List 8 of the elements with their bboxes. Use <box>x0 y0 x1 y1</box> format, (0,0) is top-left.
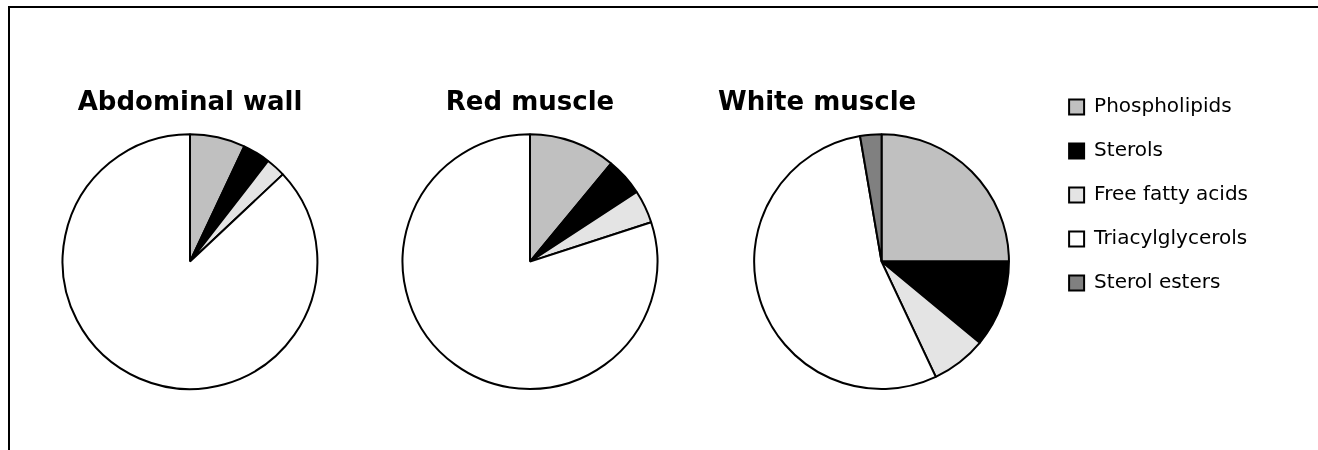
legend-label: Phospholipids <box>1094 93 1232 118</box>
legend-label: Sterol esters <box>1094 269 1221 294</box>
chart-title: Abdominal wall <box>77 86 303 117</box>
chart-title: Red muscle <box>445 86 615 117</box>
legend-label: Free fatty acids <box>1094 181 1249 206</box>
legend-label: Triacylglycerols <box>1093 225 1248 250</box>
chart-title: White muscle <box>718 86 917 117</box>
legend-label: Sterols <box>1094 137 1163 162</box>
